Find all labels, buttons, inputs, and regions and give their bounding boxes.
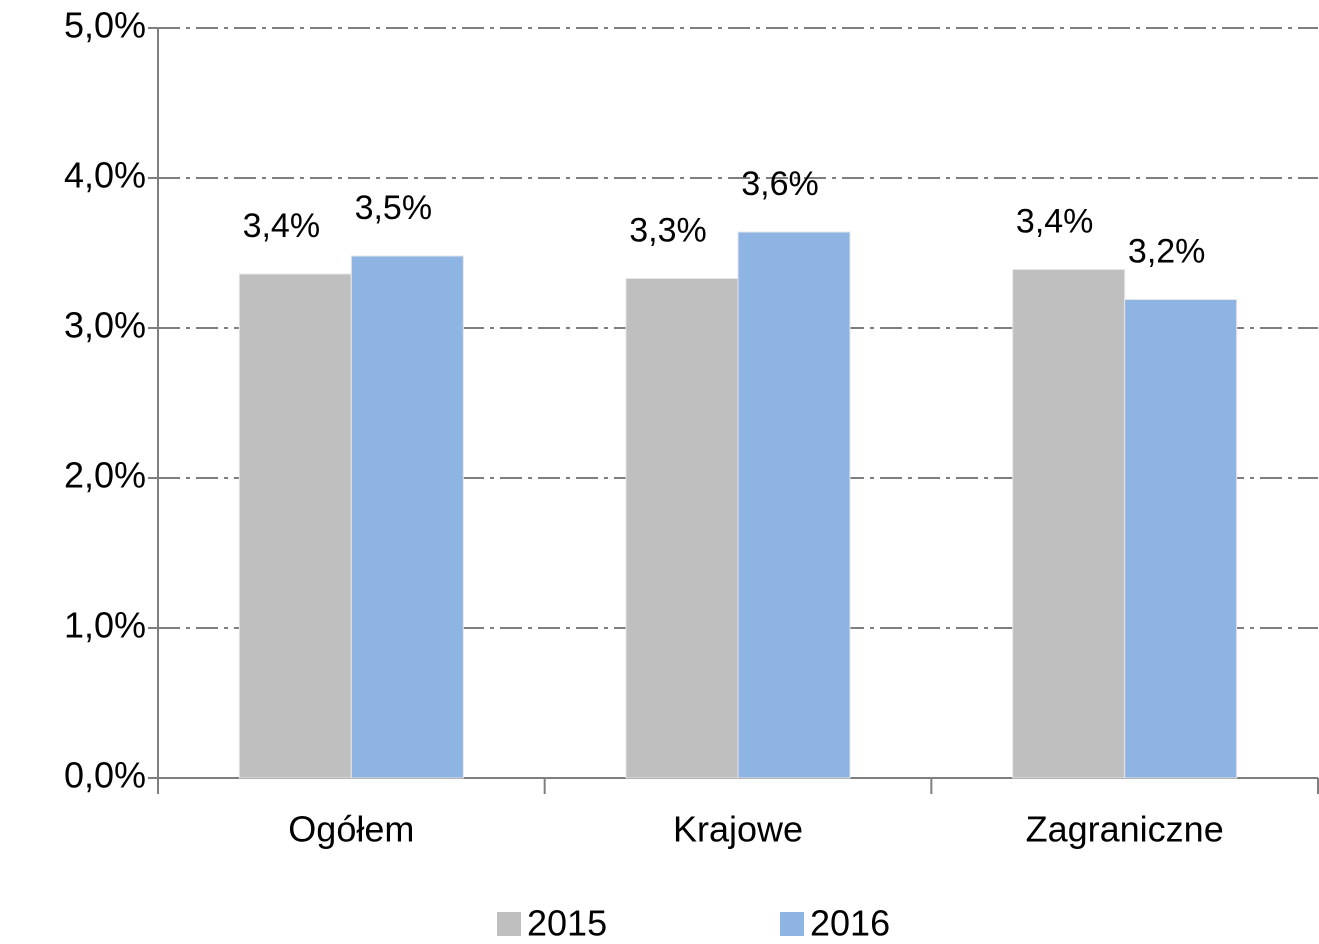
legend-label: 2016: [810, 903, 890, 944]
bar: [1124, 299, 1238, 779]
legend-label: 2015: [527, 903, 607, 944]
y-tick-label: 1,0%: [64, 605, 146, 646]
x-tick-label: Krajowe: [673, 809, 803, 850]
y-tick-label: 0,0%: [64, 755, 146, 796]
bar: [350, 255, 464, 779]
y-tick-label: 3,0%: [64, 305, 146, 346]
data-label: 3,3%: [629, 211, 707, 249]
bar: [625, 278, 739, 779]
x-tick-label: Ogółem: [288, 809, 414, 850]
x-tick-label: Zagraniczne: [1026, 809, 1224, 850]
bar: [1012, 269, 1126, 779]
legend-swatch: [497, 912, 521, 936]
y-tick-label: 2,0%: [64, 455, 146, 496]
y-tick-label: 5,0%: [64, 5, 146, 46]
data-label: 3,6%: [741, 165, 819, 203]
data-label: 3,4%: [1016, 202, 1094, 240]
data-label: 3,4%: [243, 207, 321, 245]
data-label: 3,2%: [1128, 232, 1206, 270]
data-label: 3,5%: [355, 189, 433, 227]
bar: [737, 231, 851, 779]
legend-swatch: [780, 912, 804, 936]
y-tick-label: 4,0%: [64, 155, 146, 196]
bar: [238, 273, 352, 779]
